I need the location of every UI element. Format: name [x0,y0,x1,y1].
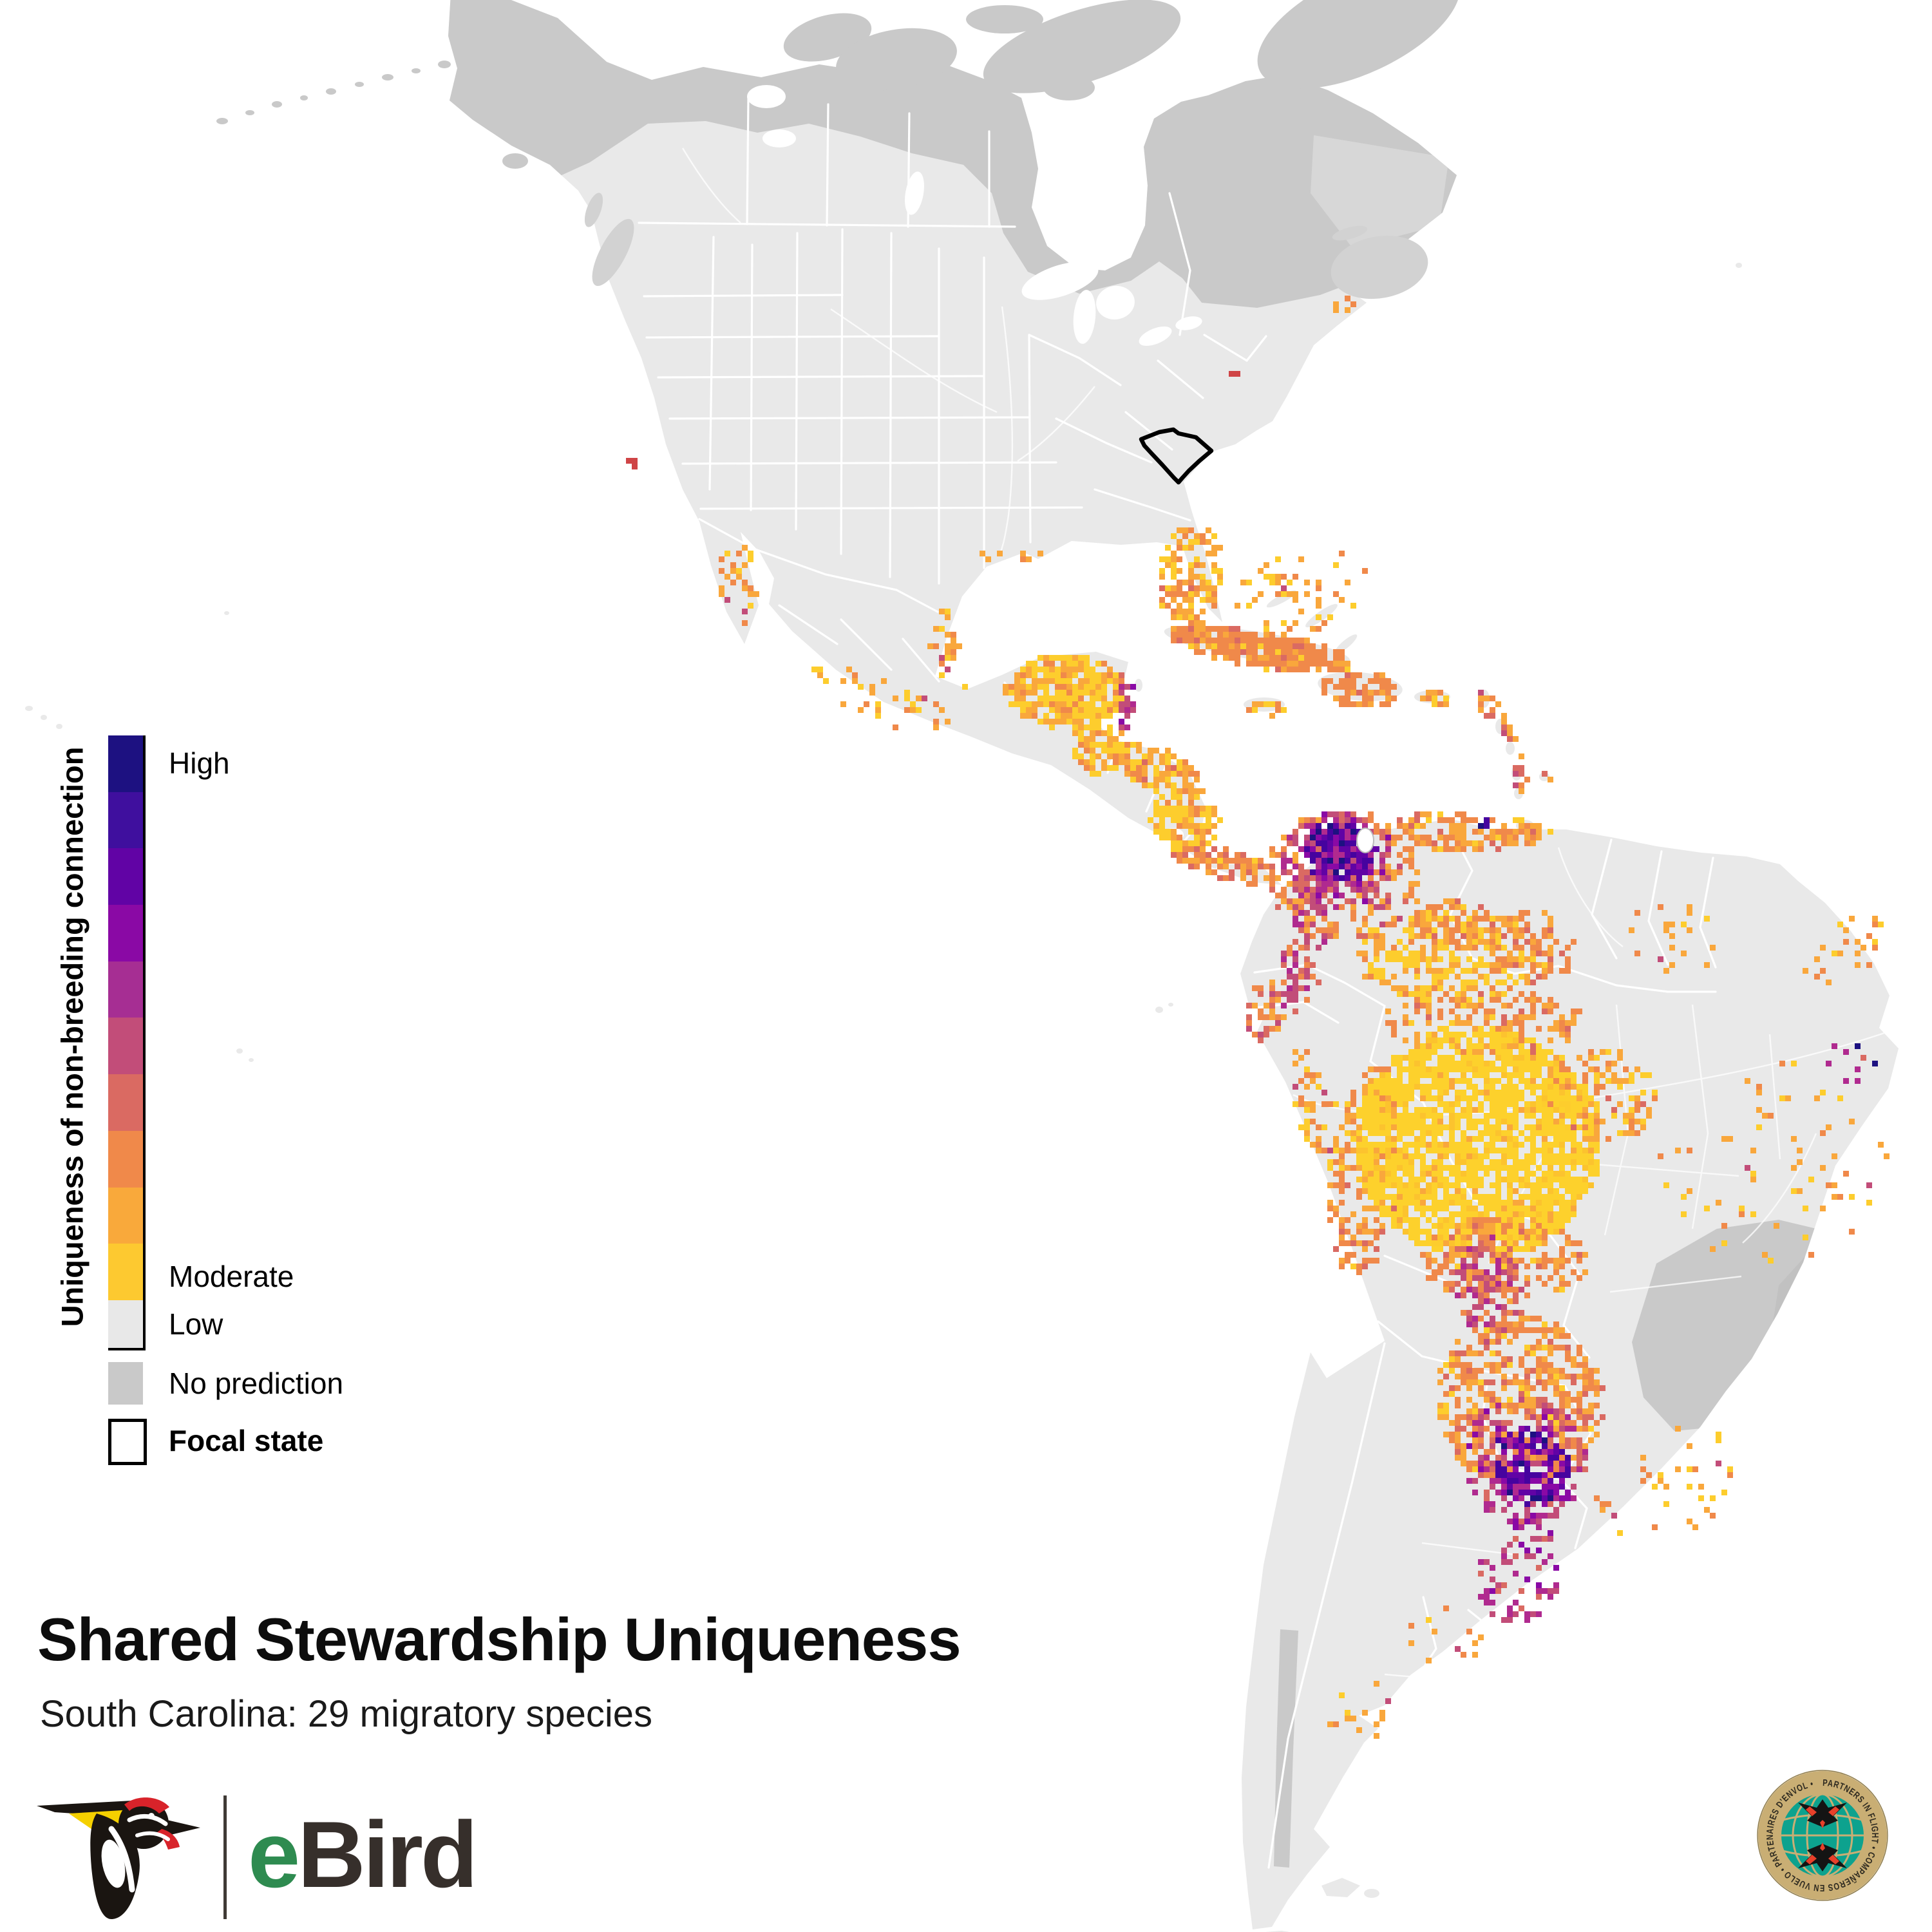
colorbar-step [108,1244,143,1300]
ebird-wordmark-bird: Bird [298,1802,478,1907]
partners-in-flight-logo: PARTNERS IN FLIGHT • COMPAÑEROS EN VUELO… [1757,1770,1888,1901]
heatmap-cells [626,296,1889,1739]
legend-label-no-prediction: No prediction [169,1367,344,1400]
colorbar-step [108,1074,143,1131]
colorbar-step [108,735,143,792]
legend-label-low: Low [169,1307,223,1341]
colorbar-step [108,1130,143,1188]
legend-label-focal-state: Focal state [169,1424,324,1457]
ebird-wordmark-e: e [248,1802,300,1907]
ebird-logo [37,1795,227,1919]
map-overlays [1139,427,1374,853]
focal-state-outline-south-carolina [1139,427,1214,485]
ebird-bird-icon [37,1797,200,1919]
legend-swatch-no-prediction [108,1362,143,1405]
colorbar-step [108,848,143,905]
colorbar-low-step [108,1300,143,1348]
lake-maracaibo [1356,828,1374,853]
pif-birds [1798,1799,1847,1871]
colorbar-step [108,905,143,961]
page-title: Shared Stewardship Uniqueness [37,1605,961,1673]
legend-swatch-focal-state [108,1419,147,1465]
ebird-wordmark: eBird [248,1801,478,1909]
legend-axis-label: Uniqueness of non-breeding connection [55,746,90,1327]
legend-label-moderate: Moderate [169,1260,294,1293]
colorbar-step [108,791,143,849]
colorbar-step [108,1018,143,1075]
legend-label-high: High [169,746,230,780]
ebird-logo-divider [223,1795,227,1919]
page-subtitle: South Carolina: 29 migratory species [40,1693,653,1735]
colorbar-step [108,961,143,1018]
colorbar-step [108,1187,143,1244]
legend-colorbar [108,735,146,1350]
